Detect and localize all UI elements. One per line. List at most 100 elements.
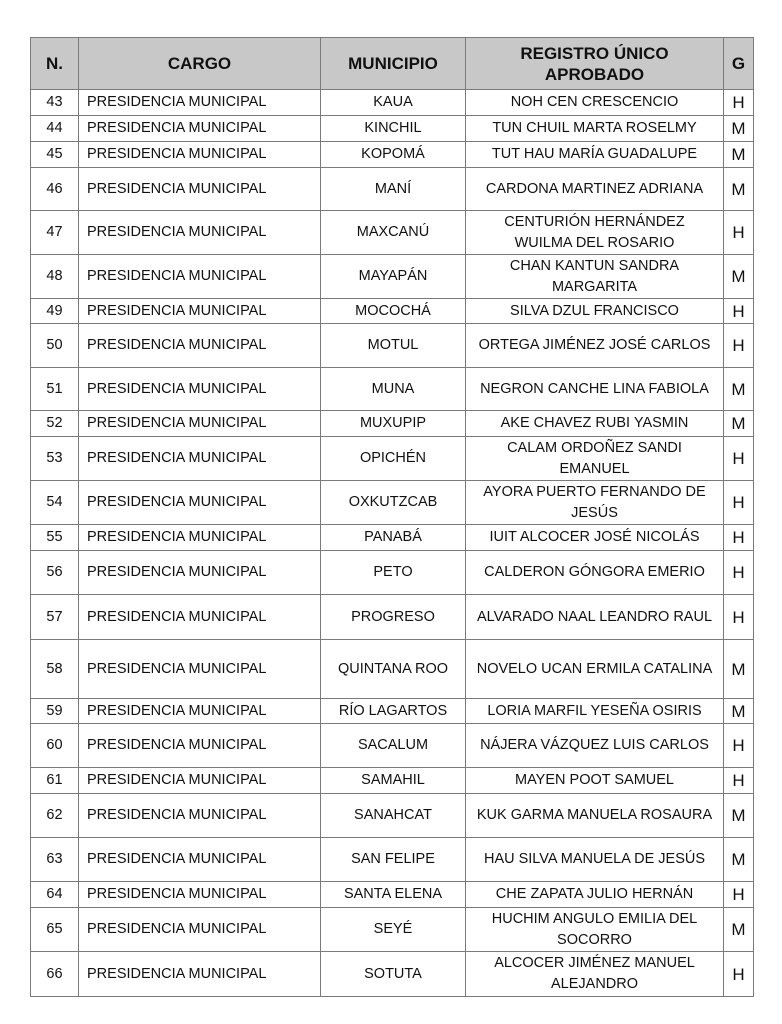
cell-cargo: PRESIDENCIA MUNICIPAL xyxy=(78,951,321,997)
header-n: N. xyxy=(30,37,79,90)
cell-g: H xyxy=(723,210,754,255)
cell-municipio: OPICHÉN xyxy=(320,436,466,481)
table-row: 49 PRESIDENCIA MUNICIPAL MOCOCHÁ SILVA DZUL… xyxy=(30,298,754,324)
cell-n: 48 xyxy=(30,254,79,299)
cell-n: 63 xyxy=(30,837,79,882)
table-row: 48 PRESIDENCIA MUNICIPAL MAYAPÁN CHAN KANTU… xyxy=(30,254,754,299)
cell-g: H xyxy=(723,524,754,551)
table-row: 63 PRESIDENCIA MUNICIPAL SAN FELIPE HAU SIL… xyxy=(30,837,754,882)
cell-n: 62 xyxy=(30,793,79,838)
cell-n: 61 xyxy=(30,767,79,794)
table-row: 55 PRESIDENCIA MUNICIPAL PANABÁ IUIT ALCOCE… xyxy=(30,524,754,551)
candidates-table: N. CARGO MUNICIPIO REGISTRO ÚNICO APROBA… xyxy=(30,37,754,997)
table-row: 52 PRESIDENCIA MUNICIPAL MUXUPIP AKE CHAVEZ… xyxy=(30,410,754,437)
cell-municipio: OXKUTZCAB xyxy=(320,480,466,525)
cell-municipio: QUINTANA ROO xyxy=(320,639,466,699)
cell-cargo: PRESIDENCIA MUNICIPAL xyxy=(78,550,321,595)
cell-cargo: PRESIDENCIA MUNICIPAL xyxy=(78,115,321,142)
cell-n: 56 xyxy=(30,550,79,595)
cell-registro: MAYEN POOT SAMUEL xyxy=(465,767,724,794)
cell-n: 59 xyxy=(30,698,79,724)
cell-registro: HAU SILVA MANUELA DE JESÚS xyxy=(465,837,724,882)
table-row: 44 PRESIDENCIA MUNICIPAL KINCHIL TUN CHUIL … xyxy=(30,115,754,142)
cell-n: 64 xyxy=(30,881,79,908)
table-row: 59 PRESIDENCIA MUNICIPAL RÍO LAGARTOS LORIA… xyxy=(30,698,754,724)
cell-municipio: MOCOCHÁ xyxy=(320,298,466,324)
cell-g: H xyxy=(723,323,754,368)
header-g: G xyxy=(723,37,754,90)
cell-registro: NOVELO UCAN ERMILA CATALINA xyxy=(465,639,724,699)
table-row: 62 PRESIDENCIA MUNICIPAL SANAHCAT KUK GARMA… xyxy=(30,793,754,838)
header-cargo: CARGO xyxy=(78,37,321,90)
cell-registro: CHE ZAPATA JULIO HERNÁN xyxy=(465,881,724,908)
cell-cargo: PRESIDENCIA MUNICIPAL xyxy=(78,89,321,116)
cell-municipio: SAN FELIPE xyxy=(320,837,466,882)
cell-registro: IUIT ALCOCER JOSÉ NICOLÁS xyxy=(465,524,724,551)
cell-cargo: PRESIDENCIA MUNICIPAL xyxy=(78,767,321,794)
cell-registro: KUK GARMA MANUELA ROSAURA xyxy=(465,793,724,838)
cell-registro: CALAM ORDOÑEZ SANDI EMANUEL xyxy=(465,436,724,481)
cell-g: H xyxy=(723,767,754,794)
cell-cargo: PRESIDENCIA MUNICIPAL xyxy=(78,793,321,838)
cell-g: M xyxy=(723,141,754,168)
cell-municipio: SANAHCAT xyxy=(320,793,466,838)
cell-g: M xyxy=(723,837,754,882)
cell-municipio: SACALUM xyxy=(320,723,466,768)
cell-n: 50 xyxy=(30,323,79,368)
cell-n: 53 xyxy=(30,436,79,481)
cell-cargo: PRESIDENCIA MUNICIPAL xyxy=(78,141,321,168)
cell-g: M xyxy=(723,698,754,724)
cell-g: H xyxy=(723,951,754,997)
cell-municipio: KOPOMÁ xyxy=(320,141,466,168)
cell-municipio: MAXCANÚ xyxy=(320,210,466,255)
cell-cargo: PRESIDENCIA MUNICIPAL xyxy=(78,594,321,640)
header-municipio: MUNICIPIO xyxy=(320,37,466,90)
table-row: 46 PRESIDENCIA MUNICIPAL MANÍ CARDONA MARTI… xyxy=(30,167,754,211)
cell-g: H xyxy=(723,723,754,768)
table-row: 53 PRESIDENCIA MUNICIPAL OPICHÉN CALAM ORDO… xyxy=(30,436,754,481)
cell-g: H xyxy=(723,881,754,908)
cell-n: 66 xyxy=(30,951,79,997)
cell-n: 43 xyxy=(30,89,79,116)
cell-cargo: PRESIDENCIA MUNICIPAL xyxy=(78,367,321,411)
cell-g: H xyxy=(723,480,754,525)
cell-municipio: PANABÁ xyxy=(320,524,466,551)
cell-n: 58 xyxy=(30,639,79,699)
cell-registro: CALDERON GÓNGORA EMERIO xyxy=(465,550,724,595)
cell-cargo: PRESIDENCIA MUNICIPAL xyxy=(78,723,321,768)
cell-g: M xyxy=(723,115,754,142)
cell-municipio: PETO xyxy=(320,550,466,595)
cell-registro: AKE CHAVEZ RUBI YASMIN xyxy=(465,410,724,437)
cell-cargo: PRESIDENCIA MUNICIPAL xyxy=(78,167,321,211)
cell-g: H xyxy=(723,436,754,481)
table-row: 66 PRESIDENCIA MUNICIPAL SOTUTA ALCOCER JIM… xyxy=(30,951,754,997)
cell-cargo: PRESIDENCIA MUNICIPAL xyxy=(78,639,321,699)
table-row: 56 PRESIDENCIA MUNICIPAL PETO CALDERON GÓNG… xyxy=(30,550,754,595)
cell-registro: LORIA MARFIL YESEÑA OSIRIS xyxy=(465,698,724,724)
cell-g: M xyxy=(723,254,754,299)
cell-n: 46 xyxy=(30,167,79,211)
table-row: 54 PRESIDENCIA MUNICIPAL OXKUTZCAB AYORA PU… xyxy=(30,480,754,525)
header-row: N. CARGO MUNICIPIO REGISTRO ÚNICO APROBA… xyxy=(30,37,754,90)
cell-g: H xyxy=(723,594,754,640)
cell-municipio: MOTUL xyxy=(320,323,466,368)
header-registro: REGISTRO ÚNICO APROBADO xyxy=(465,37,724,90)
cell-cargo: PRESIDENCIA MUNICIPAL xyxy=(78,254,321,299)
cell-registro: NÁJERA VÁZQUEZ LUIS CARLOS xyxy=(465,723,724,768)
table-row: 50 PRESIDENCIA MUNICIPAL MOTUL ORTEGA JIMÉN… xyxy=(30,323,754,368)
cell-g: M xyxy=(723,410,754,437)
cell-registro: ALCOCER JIMÉNEZ MANUEL ALEJANDRO xyxy=(465,951,724,997)
cell-cargo: PRESIDENCIA MUNICIPAL xyxy=(78,837,321,882)
cell-cargo: PRESIDENCIA MUNICIPAL xyxy=(78,698,321,724)
cell-n: 51 xyxy=(30,367,79,411)
cell-municipio: SEYÉ xyxy=(320,907,466,952)
cell-municipio: MUXUPIP xyxy=(320,410,466,437)
cell-n: 47 xyxy=(30,210,79,255)
cell-g: H xyxy=(723,89,754,116)
cell-cargo: PRESIDENCIA MUNICIPAL xyxy=(78,298,321,324)
cell-g: H xyxy=(723,550,754,595)
cell-g: M xyxy=(723,793,754,838)
cell-g: H xyxy=(723,298,754,324)
cell-registro: CENTURIÓN HERNÁNDEZ WUILMA DEL ROSARIO xyxy=(465,210,724,255)
cell-registro: ORTEGA JIMÉNEZ JOSÉ CARLOS xyxy=(465,323,724,368)
